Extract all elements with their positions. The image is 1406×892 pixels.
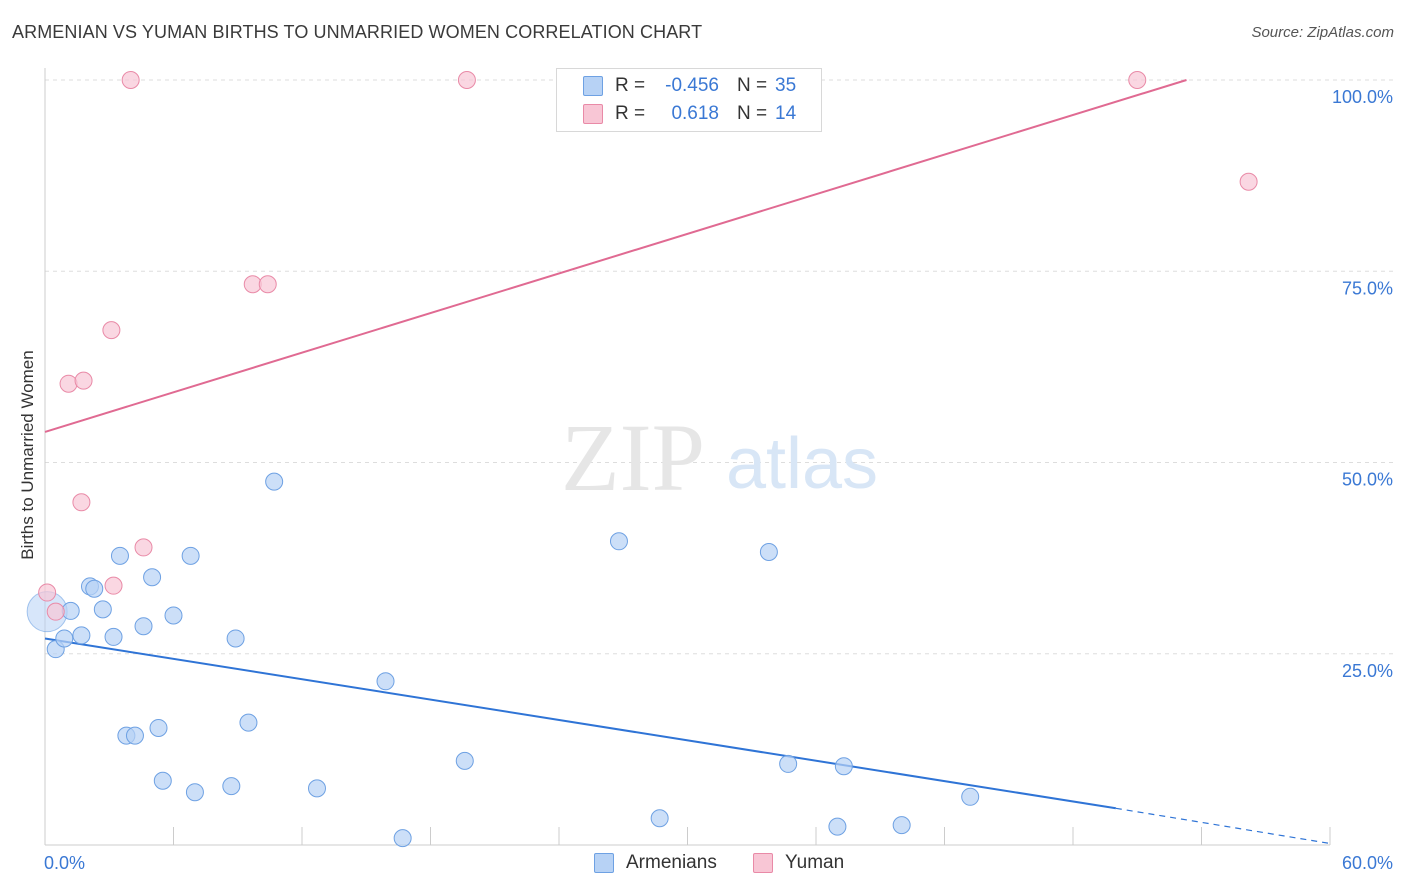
point-yuman xyxy=(121,71,140,89)
watermark-atlas: atlas xyxy=(726,424,878,504)
series-legend: Armenians Yuman xyxy=(0,852,1406,878)
point-armenians xyxy=(265,472,284,491)
y-tick-label: 50.0% xyxy=(1342,470,1393,490)
legend-label-yuman: Yuman xyxy=(785,852,845,873)
correlation-legend: R = -0.456 N = 35 R = 0.618 N = 14 xyxy=(556,68,822,132)
point-armenians xyxy=(609,532,628,551)
point-yuman xyxy=(243,275,262,294)
axes xyxy=(44,68,1331,846)
legend-label-armenians: Armenians xyxy=(626,852,717,873)
tick-labels: 25.0% 50.0% 75.0% 100.0% 0.0% 60.0% xyxy=(44,87,1393,873)
legend-item-armenians[interactable]: Armenians xyxy=(594,852,717,874)
legend-row-armenians: R = -0.456 N = 35 xyxy=(583,74,796,98)
point-armenians xyxy=(961,787,980,806)
point-armenians xyxy=(149,718,168,737)
point-armenians xyxy=(892,816,911,835)
point-armenians xyxy=(239,713,258,732)
point-armenians xyxy=(181,546,200,565)
legend-n-value: 35 xyxy=(775,75,797,96)
legend-n-label: N = xyxy=(737,103,768,124)
point-armenians xyxy=(143,568,162,587)
source-label: Source: ZipAtlas.com xyxy=(1251,24,1394,41)
legend-swatch-yuman xyxy=(583,104,603,124)
point-armenians xyxy=(828,817,847,836)
point-armenians xyxy=(61,601,80,620)
point-armenians xyxy=(104,627,123,646)
point-yuman xyxy=(134,538,153,557)
point-yuman xyxy=(1128,71,1147,89)
point-yuman xyxy=(59,374,78,393)
point-yuman xyxy=(1239,172,1258,191)
legend-n-value: 14 xyxy=(775,103,797,124)
y-tick-label: 100.0% xyxy=(1332,87,1393,107)
trend-line-armenians-extension xyxy=(1115,807,1331,845)
x-tick-label: 0.0% xyxy=(44,853,85,873)
point-armenians xyxy=(93,600,112,619)
y-tick-label: 75.0% xyxy=(1342,278,1393,298)
point-armenians xyxy=(55,629,74,648)
point-yuman xyxy=(74,371,93,390)
x-tick-label: 60.0% xyxy=(1342,853,1393,873)
point-yuman xyxy=(457,71,476,89)
legend-r-value: -0.456 xyxy=(665,75,719,96)
point-armenians xyxy=(650,809,669,828)
legend-swatch-yuman xyxy=(753,853,773,873)
point-armenians xyxy=(153,771,172,790)
trend-line-yuman xyxy=(44,79,1187,433)
point-yuman xyxy=(258,275,277,294)
point-yuman xyxy=(102,321,121,340)
legend-row-yuman: R = 0.618 N = 14 xyxy=(583,102,796,126)
y-tick-label: 25.0% xyxy=(1342,661,1393,681)
point-armenians xyxy=(134,617,153,636)
point-armenians xyxy=(307,779,326,798)
point-armenians xyxy=(222,777,241,796)
point-armenians xyxy=(164,606,183,625)
point-armenians xyxy=(110,546,129,565)
grid-lines xyxy=(45,79,1395,655)
point-yuman xyxy=(38,583,57,602)
point-yuman xyxy=(72,493,91,512)
trend-line-armenians xyxy=(44,637,1116,810)
data-points xyxy=(26,71,1258,848)
legend-item-yuman[interactable]: Yuman xyxy=(753,852,844,874)
point-yuman xyxy=(104,576,123,595)
point-armenians xyxy=(125,726,144,745)
legend-swatch-armenians xyxy=(594,853,614,873)
point-armenians xyxy=(779,754,798,773)
legend-r-label: R = xyxy=(615,75,646,96)
point-armenians xyxy=(72,626,91,645)
legend-r-value: 0.618 xyxy=(671,103,719,124)
legend-n-label: N = xyxy=(737,75,768,96)
watermark: ZIP atlas xyxy=(561,404,878,511)
trend-lines xyxy=(44,79,1331,845)
point-armenians xyxy=(393,829,412,848)
point-armenians xyxy=(834,757,853,776)
point-armenians xyxy=(376,672,395,691)
point-armenians xyxy=(759,543,778,562)
legend-r-label: R = xyxy=(615,103,646,124)
point-armenians xyxy=(455,751,474,770)
point-armenians xyxy=(85,579,104,598)
point-armenians xyxy=(185,783,204,802)
point-yuman xyxy=(46,602,65,621)
watermark-zip: ZIP xyxy=(561,404,705,511)
chart-title: ARMENIAN VS YUMAN BIRTHS TO UNMARRIED WO… xyxy=(12,22,703,42)
legend-swatch-armenians xyxy=(583,76,603,96)
point-armenians xyxy=(226,629,245,648)
